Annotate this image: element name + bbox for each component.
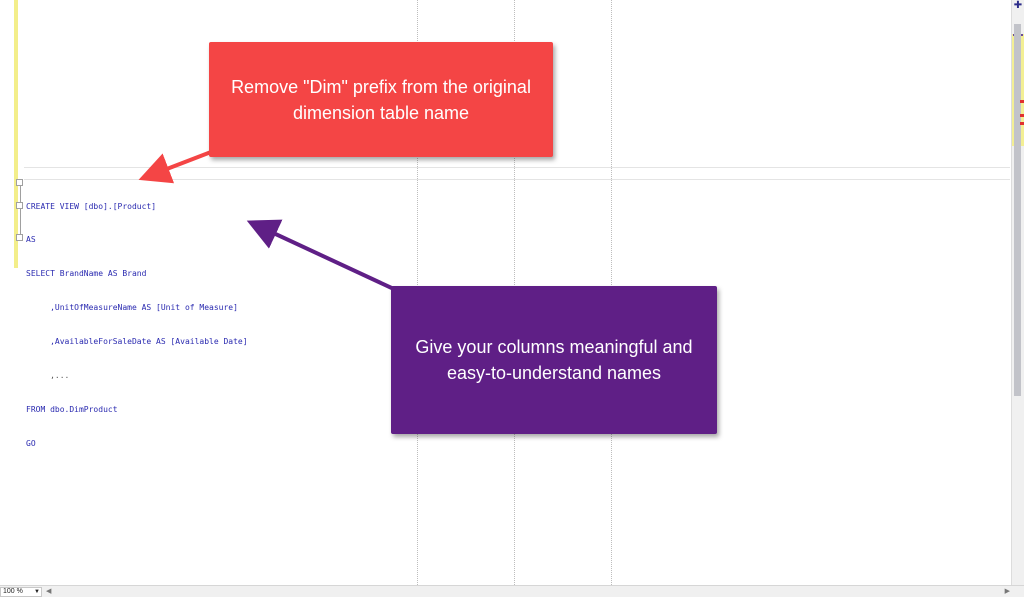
error-marker (1020, 122, 1024, 125)
code-line: SELECT BrandName AS Brand (26, 269, 147, 279)
scroll-left-icon[interactable]: ◀ (46, 587, 52, 595)
horizontal-scrollbar[interactable]: 100 % ▼ ◀ ▶ (0, 585, 1024, 597)
sql-code[interactable]: CREATE VIEW [dbo].[Product] AS SELECT Br… (26, 178, 248, 472)
change-tracking-bar (14, 0, 18, 268)
zoom-dropdown[interactable]: 100 % ▼ (0, 587, 42, 597)
collapse-box-end (16, 234, 23, 241)
vertical-scrollbar[interactable]: ✚ (1011, 0, 1024, 585)
callout-text: Give your columns meaningful and easy-to… (415, 337, 693, 383)
code-line: AS (26, 235, 36, 245)
scroll-right-icon[interactable]: ▶ (1004, 587, 1010, 595)
split-icon[interactable]: ✚ (1013, 0, 1023, 11)
outline-guide (20, 186, 21, 238)
code-line: FROM dbo.DimProduct (26, 404, 118, 414)
code-line: CREATE VIEW [dbo].[Product] (26, 201, 157, 211)
code-line: ,AvailableForSaleDate AS [Available Date… (26, 337, 248, 347)
chevron-down-icon: ▼ (34, 589, 40, 595)
code-line: ,UnitOfMeasureName AS [Unit of Measure] (26, 303, 238, 313)
current-line-highlight (24, 167, 1010, 180)
callout-text: Remove "Dim" prefix from the original di… (231, 76, 531, 123)
callout-rename-columns: Give your columns meaningful and easy-to… (391, 286, 717, 434)
code-line: ,... (26, 371, 70, 381)
collapse-box-select[interactable] (16, 202, 23, 209)
error-marker (1020, 114, 1024, 117)
error-marker (1020, 100, 1024, 103)
callout-rename-table: Remove "Dim" prefix from the original di… (209, 42, 553, 157)
collapse-box-create-view[interactable] (16, 179, 23, 186)
scroll-thumb[interactable] (1014, 24, 1021, 396)
code-line: GO (26, 438, 36, 448)
zoom-value: 100 % (3, 588, 23, 595)
